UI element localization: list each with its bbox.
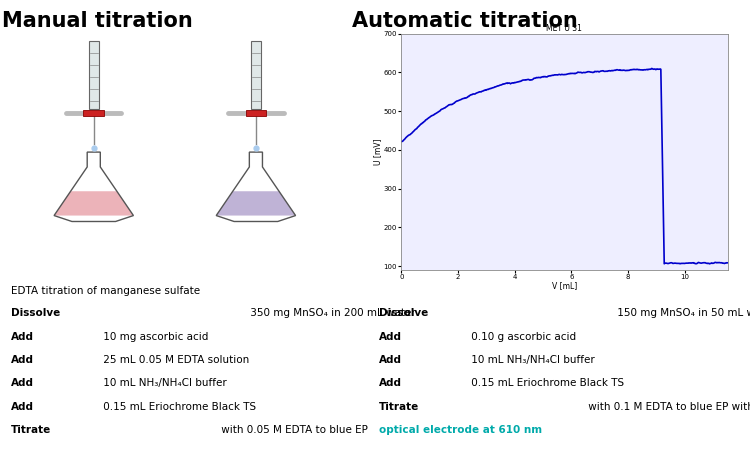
Polygon shape [54, 191, 134, 216]
Text: Add: Add [379, 378, 402, 388]
Text: 350 mg MnSO₄ in 200 mL water: 350 mg MnSO₄ in 200 mL water [247, 308, 416, 318]
Text: Titrate: Titrate [379, 402, 419, 412]
Text: 0.10 g ascorbic acid: 0.10 g ascorbic acid [468, 332, 576, 342]
Text: 150 mg MnSO₄ in 50 mL water: 150 mg MnSO₄ in 50 mL water [614, 308, 750, 318]
Text: Add: Add [11, 378, 34, 388]
Text: 10 mL NH₃/NH₄Cl buffer: 10 mL NH₃/NH₄Cl buffer [100, 378, 227, 388]
Text: with 0.05 M EDTA to blue EP: with 0.05 M EDTA to blue EP [217, 425, 368, 435]
Text: Add: Add [11, 332, 34, 342]
Y-axis label: U [mV]: U [mV] [374, 139, 382, 165]
Text: Automatic titration: Automatic titration [352, 11, 578, 31]
Text: 10 mL NH₃/NH₄Cl buffer: 10 mL NH₃/NH₄Cl buffer [468, 355, 595, 365]
Text: Add: Add [379, 332, 402, 342]
Text: Add: Add [11, 355, 34, 365]
Text: 0.15 mL Eriochrome Black TS: 0.15 mL Eriochrome Black TS [468, 378, 624, 388]
FancyBboxPatch shape [83, 110, 104, 116]
Text: Dissolve: Dissolve [11, 308, 61, 318]
Text: Dissolve: Dissolve [379, 308, 428, 318]
Text: Add: Add [11, 402, 34, 412]
Text: 25 mL 0.05 M EDTA solution: 25 mL 0.05 M EDTA solution [100, 355, 250, 365]
FancyBboxPatch shape [89, 41, 98, 109]
Text: 0.15 mL Eriochrome Black TS: 0.15 mL Eriochrome Black TS [100, 402, 256, 412]
Text: Manual titration: Manual titration [2, 11, 193, 31]
Text: Titrate: Titrate [11, 425, 52, 435]
X-axis label: V [mL]: V [mL] [552, 282, 577, 291]
Title: MET U 31: MET U 31 [547, 24, 582, 33]
Text: Add: Add [379, 355, 402, 365]
FancyBboxPatch shape [251, 41, 261, 109]
Text: optical electrode at 610 nm: optical electrode at 610 nm [379, 425, 542, 435]
Text: with 0.1 M EDTA to blue EP with: with 0.1 M EDTA to blue EP with [585, 402, 750, 412]
Text: 10 mg ascorbic acid: 10 mg ascorbic acid [100, 332, 208, 342]
Text: EDTA titration of manganese sulfate: EDTA titration of manganese sulfate [11, 286, 200, 296]
Polygon shape [216, 191, 296, 216]
FancyBboxPatch shape [245, 110, 266, 116]
